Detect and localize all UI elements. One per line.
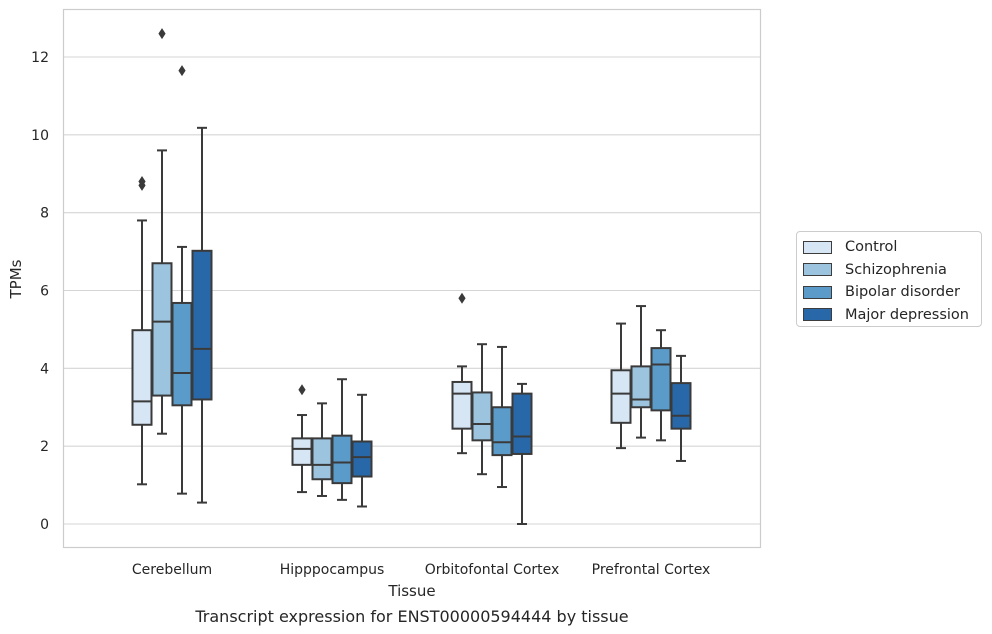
- legend-label: Schizophrenia: [845, 261, 947, 278]
- outlier-point-0: [458, 292, 466, 304]
- x-tick-label-3: Prefrontal Cortex: [592, 562, 711, 578]
- legend-label: Bipolar disorder: [845, 284, 960, 301]
- box-2-2: [491, 345, 513, 489]
- box-body: [630, 365, 652, 409]
- x-axis-label: Tissue: [387, 582, 435, 600]
- box-1-0: [291, 384, 313, 494]
- box-3-1: [630, 305, 652, 439]
- legend-swatch: [803, 285, 832, 299]
- box-body: [670, 382, 692, 430]
- plot-frame: [62, 8, 762, 549]
- box-1-3: [351, 393, 373, 508]
- y-tick-labels: 0 2 4 6 8 10 12: [31, 50, 49, 533]
- legend-swatch: [803, 240, 832, 254]
- y-tick-label-4: 4: [40, 361, 49, 377]
- y-tick-label-8: 8: [40, 206, 49, 222]
- box-body: [311, 437, 333, 481]
- legend-item: Control: [803, 236, 981, 259]
- x-tick-labels: Cerebellum Hipppocampus Orbitofontal Corte…: [132, 562, 710, 578]
- box-body: [451, 380, 473, 430]
- box-body: [291, 437, 313, 466]
- outlier-point-0: [298, 384, 306, 396]
- box-series: [131, 28, 692, 525]
- box-2-1: [471, 343, 493, 476]
- y-tick-label-12: 12: [31, 50, 49, 66]
- legend-item: Schizophrenia: [803, 259, 981, 282]
- box-body: [471, 391, 493, 442]
- box-body: [191, 249, 213, 401]
- box-body: [650, 347, 672, 412]
- legend-item: Bipolar disorder: [803, 281, 981, 304]
- x-tick-label-1: Hipppocampus: [280, 562, 385, 578]
- box-body: [491, 406, 513, 457]
- y-axis-label: TPMs: [7, 259, 25, 299]
- box-3-0: [610, 322, 632, 450]
- box-body: [171, 301, 193, 407]
- box-1-1: [311, 402, 333, 497]
- box-0-1: [151, 28, 173, 435]
- box-body: [610, 369, 632, 424]
- box-2-0: [451, 292, 473, 455]
- x-tick-label-2: Orbitofontal Cortex: [425, 562, 560, 578]
- box-body: [331, 434, 353, 485]
- box-2-3: [511, 382, 533, 525]
- legend-item: Major depression: [803, 304, 981, 327]
- legend-swatch: [803, 263, 832, 277]
- outlier-point-1: [138, 176, 146, 188]
- x-tick-label-0: Cerebellum: [132, 562, 212, 578]
- box-body: [351, 440, 373, 478]
- chart-caption: Transcript expression for ENST0000059444…: [194, 607, 628, 626]
- y-tick-label-6: 6: [40, 284, 49, 300]
- outlier-point-0: [158, 28, 166, 40]
- box-0-3: [191, 126, 213, 504]
- y-tick-label-0: 0: [40, 517, 49, 533]
- legend-swatch: [803, 308, 832, 322]
- legend: Control Schizophrenia Bipolar disorder Majo…: [796, 231, 982, 327]
- box-3-3: [670, 354, 692, 462]
- outlier-point-0: [178, 65, 186, 77]
- box-body: [131, 329, 153, 426]
- legend-label: Control: [845, 239, 898, 256]
- box-0-0: [131, 176, 153, 486]
- box-body: [511, 392, 533, 455]
- legend-label: Major depression: [845, 306, 969, 323]
- y-tick-label-10: 10: [31, 128, 49, 144]
- box-body: [151, 262, 173, 397]
- y-tick-label-2: 2: [40, 439, 49, 455]
- box-3-2: [650, 329, 672, 442]
- box-0-2: [171, 65, 193, 495]
- box-1-2: [331, 378, 353, 501]
